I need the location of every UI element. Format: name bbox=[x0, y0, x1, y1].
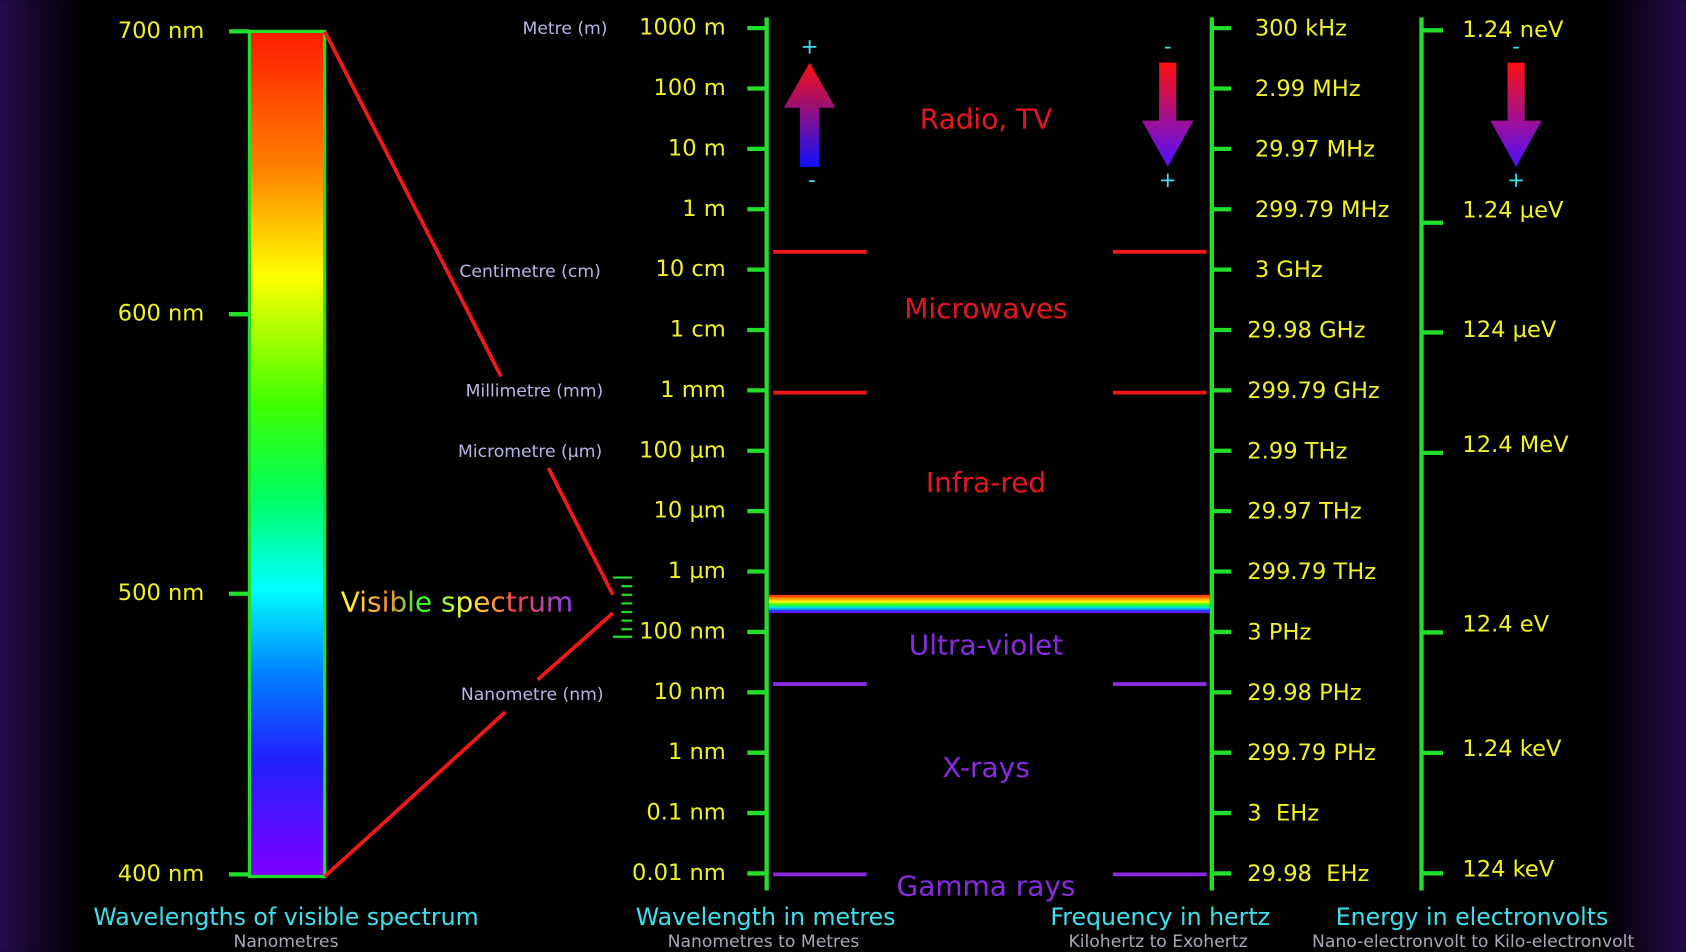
band-label: Ultra-violet bbox=[909, 628, 1063, 661]
tick-label: 10 cm bbox=[655, 256, 725, 282]
tick-label: 1.24 keV bbox=[1462, 736, 1562, 762]
tick-label: 10 µm bbox=[654, 498, 726, 524]
band-label: Gamma rays bbox=[897, 869, 1076, 902]
band-label: Microwaves bbox=[904, 292, 1067, 325]
tick-label: 1000 m bbox=[639, 15, 726, 41]
tick-label: 600 nm bbox=[118, 301, 205, 327]
band-dividers bbox=[773, 249, 1207, 877]
sign: - bbox=[1164, 35, 1172, 60]
tick-label: 2.99 MHz bbox=[1255, 76, 1361, 102]
visible-band bbox=[768, 594, 1210, 614]
subcaption: Nanometres to Metres bbox=[668, 932, 860, 952]
tick-label: 299.79 GHz bbox=[1247, 378, 1380, 404]
zoom-line bbox=[323, 30, 503, 378]
zoom-line bbox=[323, 710, 507, 878]
sign: + bbox=[801, 35, 819, 60]
arrow-up bbox=[783, 62, 836, 167]
tick-label: 299.79 MHz bbox=[1255, 197, 1389, 223]
tick-label: 100 µm bbox=[639, 437, 726, 463]
tick-label: 1 mm bbox=[660, 377, 726, 403]
tick-label: 10 nm bbox=[654, 679, 726, 705]
unit-label: Metre (m) bbox=[522, 19, 607, 39]
tick-label: 100 m bbox=[654, 75, 726, 101]
tick-label: 1.24 neV bbox=[1462, 17, 1564, 43]
visible-marker bbox=[612, 576, 633, 638]
tick-label: 500 nm bbox=[118, 580, 205, 606]
unit-label: Micrometre (µm) bbox=[458, 442, 602, 462]
caption: Wavelength in metres bbox=[636, 903, 896, 931]
tick-label: 3 EHz bbox=[1247, 801, 1319, 827]
subcaption: Kilohertz to Exohertz bbox=[1068, 932, 1247, 952]
caption: Frequency in hertz bbox=[1050, 903, 1270, 931]
tick-label: 700 nm bbox=[118, 18, 205, 44]
tick-label: 29.97 MHz bbox=[1255, 136, 1375, 162]
tick-label: 0.01 nm bbox=[632, 860, 726, 886]
subcaption: Nanometres bbox=[233, 932, 338, 952]
tick-label: 29.98 EHz bbox=[1247, 861, 1369, 887]
tick-label: 299.79 THz bbox=[1247, 559, 1376, 585]
unit-label: Nanometre (nm) bbox=[461, 685, 604, 705]
sign: - bbox=[808, 168, 816, 193]
band-label: X-rays bbox=[942, 751, 1030, 784]
tick-label: 124 keV bbox=[1462, 857, 1554, 883]
tick-label: 400 nm bbox=[118, 861, 205, 887]
caption: Wavelengths of visible spectrum bbox=[93, 903, 478, 931]
tick-label: 29.98 PHz bbox=[1247, 680, 1361, 706]
zoom-line bbox=[546, 467, 615, 596]
unit-label: Millimetre (mm) bbox=[466, 382, 604, 402]
tick-label: 29.98 GHz bbox=[1247, 318, 1365, 344]
sign: + bbox=[1507, 168, 1525, 193]
arrow-down bbox=[1141, 62, 1194, 167]
tick-label: 300 kHz bbox=[1255, 16, 1347, 42]
tick-label: 1.24 µeV bbox=[1462, 197, 1564, 223]
tick-label: 12.4 MeV bbox=[1462, 432, 1569, 458]
tick-label: 3 GHz bbox=[1255, 257, 1323, 283]
unit-label: Centimetre (cm) bbox=[459, 262, 600, 282]
tick-label: 2.99 THz bbox=[1247, 438, 1347, 464]
tick-label: 1 nm bbox=[668, 739, 726, 765]
tick-label: 1 µm bbox=[668, 558, 726, 584]
band-label: Radio, TV bbox=[920, 103, 1052, 136]
caption: Energy in electronvolts bbox=[1336, 903, 1609, 931]
subcaption: Nano-electronvolt to Kilo-electronvolt bbox=[1312, 932, 1634, 952]
tick-label: 1 cm bbox=[670, 317, 726, 343]
band-label: Infra-red bbox=[926, 466, 1046, 499]
tick-label: 299.79 PHz bbox=[1247, 740, 1376, 766]
zoom-line bbox=[536, 611, 615, 682]
tick-label: 3 PHz bbox=[1247, 619, 1311, 645]
tick-label: 1 m bbox=[682, 196, 726, 222]
arrow-down bbox=[1490, 62, 1542, 167]
sign: + bbox=[1159, 168, 1177, 193]
visible-label: Visible spectrum bbox=[341, 585, 573, 618]
tick-label: 12.4 eV bbox=[1462, 611, 1549, 637]
tick-label: 0.1 nm bbox=[646, 800, 725, 826]
spectrum-bar bbox=[247, 29, 327, 879]
tick-label: 10 m bbox=[668, 135, 726, 161]
tick-label: 29.97 THz bbox=[1247, 499, 1361, 525]
tick-label: 100 nm bbox=[639, 618, 726, 644]
tick-label: 124 µeV bbox=[1462, 317, 1557, 343]
sign: - bbox=[1512, 35, 1520, 60]
